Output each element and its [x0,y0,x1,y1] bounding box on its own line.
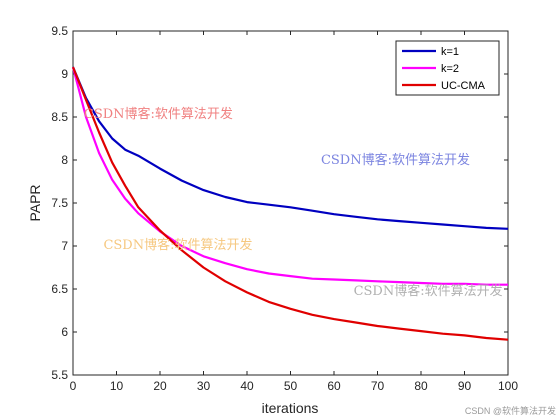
x-tick-label: 20 [153,379,167,393]
y-tick-label: 9.5 [51,24,68,38]
x-tick-label: 80 [414,379,428,393]
y-tick-label: 5.5 [51,368,68,382]
legend-label: k=2 [441,63,459,75]
legend: k=1 k=2 UC-CMA [395,40,500,96]
x-tick-label: 100 [498,379,518,393]
watermark-text: CSDN博客:软件算法开发 [353,284,503,300]
y-tick-label: 7 [61,239,68,253]
watermark-text: CSDN博客:软件算法开发 [320,153,470,169]
y-tick-label: 6 [61,325,68,339]
legend-label: k=1 [441,46,459,58]
x-tick-label: 0 [70,379,77,393]
y-tick-label: 8 [61,153,68,167]
x-tick-label: 70 [371,379,385,393]
corner-watermark: CSDN @软件算法开发 [464,406,556,416]
y-tick-label: 7.5 [51,196,68,210]
y-tick-label: 6.5 [51,282,68,296]
watermark-text: CSDN博客:软件算法开发 [103,237,253,253]
series-line-k-2 [71,66,508,286]
x-tick-label: 10 [110,379,124,393]
series-line-uc-cma [71,66,509,341]
watermark-text: CSDN博客:软件算法开发 [83,106,233,122]
x-tick-label: 90 [458,379,472,393]
y-tick-label: 9 [61,67,68,81]
y-axis-label: PAPR [27,184,43,221]
legend-label: UC-CMA [441,80,486,92]
x-tick-label: 30 [197,379,211,393]
y-tick-label: 8.5 [51,110,68,124]
series-line-k-1 [71,66,509,230]
x-tick-label: 60 [327,379,341,393]
x-axis-label: iterations [262,400,319,416]
x-tick-label: 40 [240,379,254,393]
x-tick-label: 50 [284,379,298,393]
